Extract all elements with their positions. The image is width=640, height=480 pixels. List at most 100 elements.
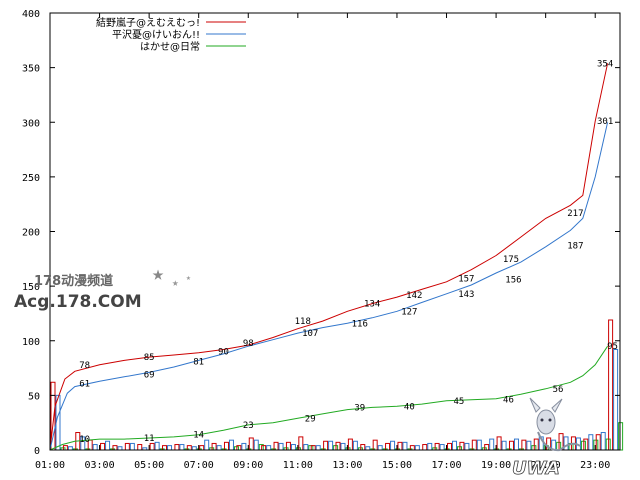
histogram-bar-blue: [303, 444, 309, 451]
histogram-bar-blue: [278, 442, 284, 451]
data-label: 11: [144, 434, 155, 444]
watermark-site-cn: 178动漫频道: [34, 273, 113, 289]
data-label: 39: [354, 403, 365, 413]
histogram-bar-blue: [154, 441, 160, 451]
y-tick-label: 200: [22, 228, 40, 239]
histogram-bar-red: [137, 444, 143, 451]
histogram-bar-blue: [253, 439, 259, 451]
data-label: 78: [79, 361, 90, 371]
data-label: 187: [567, 242, 583, 252]
data-label: 98: [243, 339, 254, 349]
x-tick-label: 09:00: [233, 460, 263, 471]
star-icon-tiny: ★: [186, 273, 191, 282]
data-label: 354: [597, 59, 613, 69]
histogram-bar-blue: [328, 440, 334, 451]
watermark-corner-logo: UWA: [512, 458, 560, 479]
watermark-site-url: Acg.178.COM: [14, 292, 142, 312]
histogram-bar-blue: [105, 440, 111, 451]
legend-label-1: 平沢憂@けいおん!!: [112, 28, 200, 41]
y-tick-label: 100: [22, 337, 40, 348]
data-label: 118: [295, 317, 311, 327]
y-tick-label: 300: [22, 118, 40, 129]
y-tick-label: 400: [22, 9, 40, 20]
histogram-bar-blue: [216, 445, 222, 451]
data-label: 23: [243, 421, 254, 431]
histogram-bar-red: [608, 319, 614, 451]
histogram-bar-blue: [489, 438, 495, 451]
histogram-bar-blue: [315, 445, 321, 451]
histogram-bar-blue: [464, 442, 470, 451]
x-tick-label: 11:00: [283, 460, 313, 471]
histogram-bar-red: [248, 437, 254, 451]
histogram-bar-blue: [439, 444, 445, 451]
histogram-bar-blue: [228, 439, 234, 451]
data-label: 45: [453, 397, 464, 407]
x-tick-label: 19:00: [481, 460, 511, 471]
histogram-bar-blue: [266, 445, 272, 451]
x-axis: 01:00 03:00 05:00 07:00 09:00 11:00 13:00 15:00…: [35, 13, 610, 471]
histogram-bar-blue: [241, 442, 247, 451]
anime-character-sticker: [529, 397, 581, 452]
series-line-2: [49, 345, 609, 451]
histogram-bar-blue: [501, 440, 507, 451]
x-tick-label: 03:00: [85, 460, 115, 471]
data-label: 143: [458, 290, 474, 300]
histogram-bar-blue: [427, 442, 433, 451]
x-tick-label: 05:00: [134, 460, 164, 471]
data-label: 40: [404, 402, 415, 412]
histogram-bar-red: [174, 444, 180, 451]
y-tick-label: 350: [22, 64, 40, 75]
data-label: 116: [352, 319, 368, 329]
histogram-bar-red: [100, 442, 106, 451]
histogram-bar-blue: [340, 442, 346, 451]
histogram-bar-blue: [167, 445, 173, 451]
series-line-1: [49, 122, 609, 451]
data-label: 14: [193, 431, 204, 441]
legend: 結野嵐子@えむえむっ!平沢憂@けいおん!!はかせ@日常: [96, 16, 246, 53]
histogram-bar-blue: [390, 440, 396, 451]
star-icon: ★: [152, 261, 164, 285]
data-label: 69: [144, 371, 155, 381]
histogram-bar-blue: [129, 442, 135, 451]
y-tick-label: 250: [22, 173, 40, 184]
data-label: 217: [567, 209, 583, 219]
data-label: 85: [144, 353, 155, 363]
data-label: 56: [553, 385, 564, 395]
x-tick-label: 23:00: [580, 460, 610, 471]
data-label: 90: [218, 348, 229, 358]
histogram-bar-blue: [92, 444, 98, 451]
histogram-bar-blue: [402, 441, 408, 451]
histogram-bar-green: [618, 422, 624, 451]
legend-label-0: 結野嵐子@えむえむっ!: [96, 16, 200, 29]
data-label: 142: [406, 291, 422, 301]
histogram-bar-blue: [204, 439, 210, 451]
histogram-bar-blue: [290, 444, 296, 451]
histogram-bar-blue: [563, 436, 569, 451]
star-icon-small: ★: [172, 276, 179, 289]
data-label: 107: [302, 329, 318, 339]
x-tick-label: 01:00: [35, 460, 65, 471]
histogram-bar-blue: [352, 440, 358, 451]
y-tick-label: 0: [34, 446, 40, 457]
histogram-bar-blue: [414, 445, 420, 451]
data-label: 156: [505, 276, 521, 286]
data-label: 127: [401, 307, 417, 317]
histogram-bar-blue: [513, 438, 519, 451]
histogram-bar-blue: [476, 439, 482, 451]
data-label: 10: [79, 435, 90, 445]
x-tick-label: 13:00: [332, 460, 362, 471]
x-tick-label: 07:00: [184, 460, 214, 471]
histogram-bars: [50, 319, 624, 451]
data-label: 175: [503, 255, 519, 265]
plot-frame: [49, 12, 621, 451]
data-label: 61: [79, 379, 90, 389]
watermark-logo: 178动漫频道 Acg.178.COM ★ ★ ★: [14, 261, 191, 312]
legend-label-2: はかせ@日常: [140, 40, 200, 53]
histogram-bar-red: [124, 442, 130, 451]
data-label: 46: [503, 396, 514, 406]
data-label: 301: [597, 117, 613, 127]
histogram-bar-blue: [588, 434, 594, 451]
histogram-bar-red: [496, 436, 502, 451]
histogram-bar-red: [149, 442, 155, 451]
